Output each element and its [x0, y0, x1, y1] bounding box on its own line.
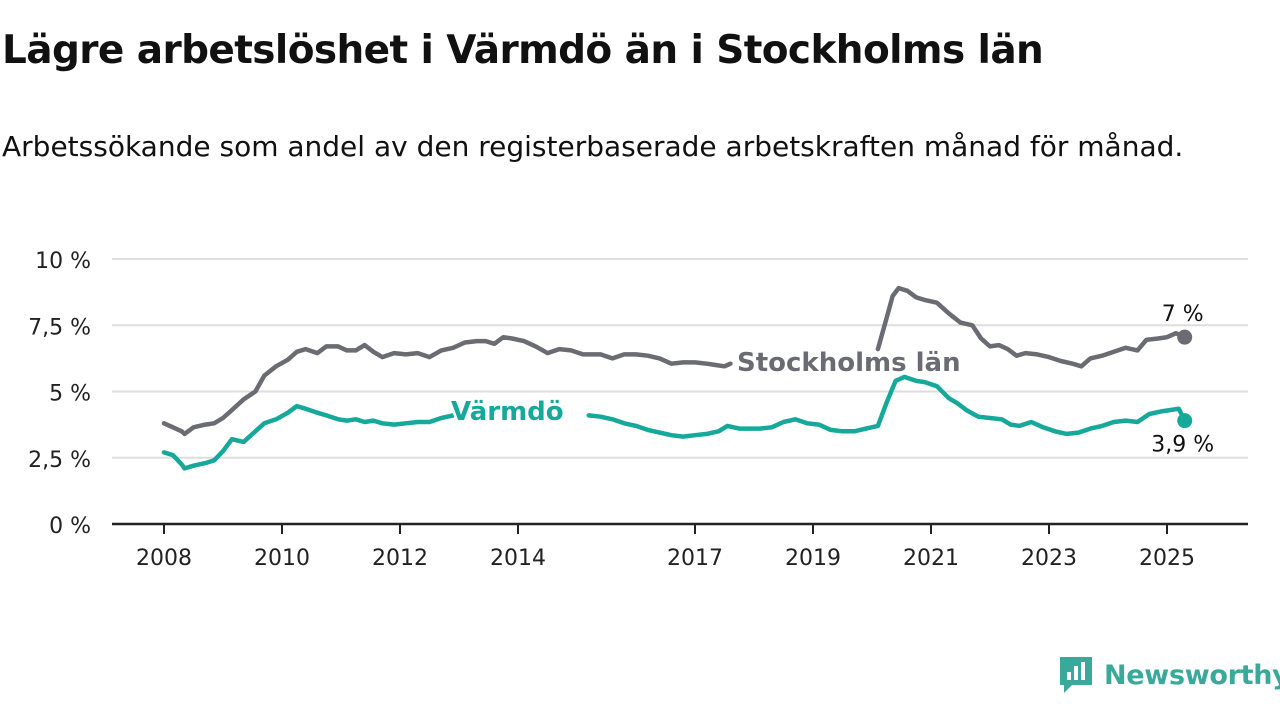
- y-axis-tick-labels: 0 % 2,5 % 5 % 7,5 % 10 %: [28, 249, 91, 539]
- x-tick-label: 2010: [254, 546, 310, 571]
- series-labels: 7 % 3,9 % Stockholms län Värmdö: [449, 302, 1215, 458]
- series-end-label-varmdo: 3,9 %: [1151, 433, 1214, 458]
- x-tick-label: 2014: [490, 546, 546, 571]
- newsworthy-logo-icon: [1060, 657, 1092, 693]
- series-line-stockholm: [875, 285, 1187, 369]
- y-tick-label: 2,5 %: [28, 448, 91, 473]
- x-tick-label: 2021: [903, 546, 959, 571]
- series-end-point-varmdo: [1177, 413, 1193, 429]
- y-tick-label: 10 %: [35, 249, 91, 274]
- series-line-varmdo: [586, 374, 1187, 439]
- x-tick-label: 2008: [136, 546, 192, 571]
- x-tick-label: 2025: [1139, 546, 1195, 571]
- x-tick-label: 2012: [372, 546, 428, 571]
- chart-subtitle: Arbetssökande som andel av den registerb…: [2, 130, 1184, 163]
- chart-title: Lägre arbetslöshet i Värmdö än i Stockho…: [2, 28, 1044, 73]
- x-tick-label: 2023: [1021, 546, 1077, 571]
- series-name-label-stockholm: Stockholms län: [737, 348, 961, 378]
- series-end-label-stockholm: 7 %: [1162, 302, 1204, 327]
- grid-lines: [112, 258, 1248, 459]
- series-line-stockholm: [161, 334, 733, 437]
- series-name-label-varmdo: Värmdö: [451, 397, 564, 427]
- x-tick-label: 2017: [667, 546, 723, 571]
- x-tick-label: 2019: [785, 546, 841, 571]
- brand-name: Newsworthy: [1104, 659, 1280, 691]
- series-end-point-stockholm: [1177, 329, 1193, 345]
- y-tick-label: 5 %: [49, 382, 91, 407]
- series-lines: [161, 285, 1193, 471]
- y-tick-label: 0 %: [49, 514, 91, 539]
- series-line-varmdo: [161, 403, 465, 471]
- y-tick-label: 7,5 %: [28, 315, 91, 340]
- x-axis: 2008 2010 2012 2014 2017 2019 2021 2023 2025: [112, 522, 1248, 571]
- newsworthy-brand: Newsworthy: [1058, 652, 1280, 698]
